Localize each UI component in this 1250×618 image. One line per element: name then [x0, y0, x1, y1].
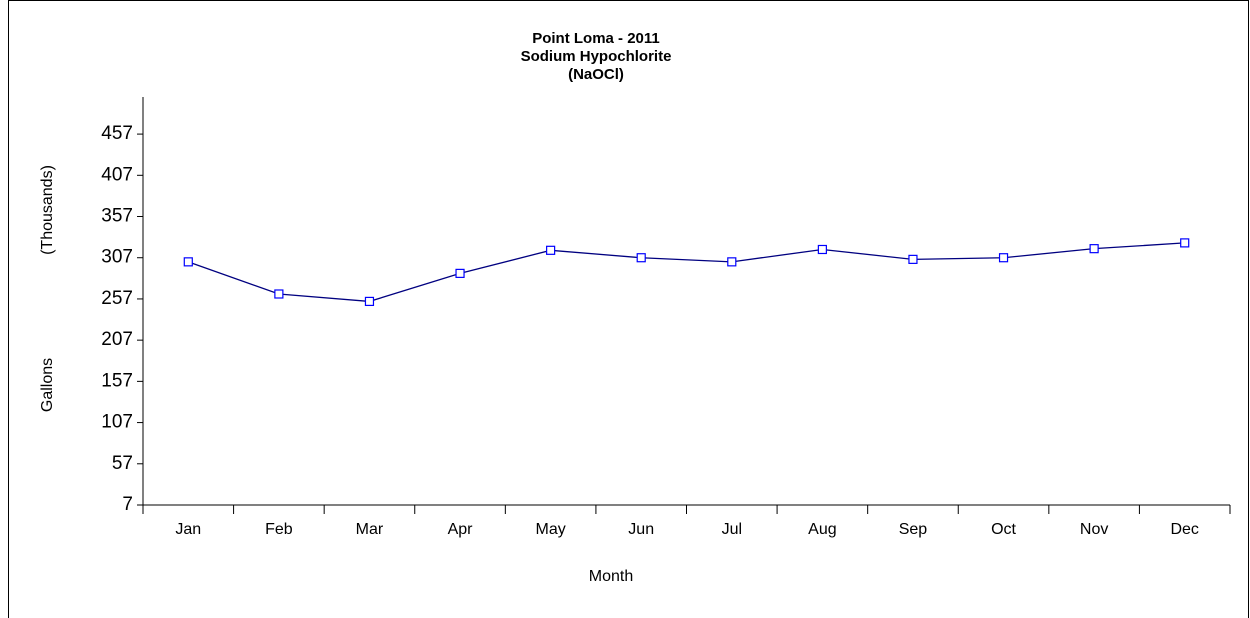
data-point [364, 296, 375, 307]
x-tick-label: Jul [722, 521, 742, 538]
chart-frame [8, 0, 1249, 618]
y-tick-label: 407 [101, 164, 133, 185]
y-axis-label: (Thousands) [39, 165, 56, 255]
y-tick-label: 307 [101, 247, 133, 268]
data-point [998, 253, 1009, 263]
y-tick-label: 257 [101, 288, 133, 309]
x-tick-label: Sep [899, 521, 928, 538]
x-tick-label: Jan [175, 521, 201, 538]
y-tick-label: 157 [101, 370, 133, 391]
x-tick-label: Apr [448, 521, 474, 538]
x-tick-label: Mar [356, 521, 384, 538]
x-tick-label: Jun [628, 521, 654, 538]
chart-title: Sodium Hypochlorite [521, 48, 672, 65]
x-tick-label: Oct [991, 521, 1016, 538]
chart-title: (NaOCl) [568, 66, 624, 83]
data-point [727, 257, 737, 267]
x-tick-label: Dec [1170, 521, 1198, 538]
chart-title: Point Loma - 2011 [532, 30, 660, 47]
data-point [1089, 244, 1099, 254]
data-point [183, 257, 193, 267]
x-tick-label: Feb [265, 521, 293, 538]
series-line [188, 242, 1185, 303]
data-point [274, 289, 284, 299]
data-point [636, 253, 646, 263]
y-tick-label: 107 [101, 412, 133, 433]
data-point [1180, 238, 1190, 248]
y-tick-label: 57 [112, 453, 133, 474]
data-point [908, 254, 918, 264]
y-tick-label: 357 [101, 206, 133, 227]
data-point [546, 245, 556, 255]
x-tick-label: Nov [1080, 521, 1108, 538]
y-tick-label: 207 [101, 329, 133, 350]
y-axis-label: Gallons [39, 358, 56, 412]
x-axis-label: Month [589, 568, 633, 585]
y-tick-label: 7 [122, 494, 133, 515]
x-tick-label: May [536, 521, 566, 538]
data-point [817, 244, 827, 255]
data-point [455, 268, 465, 278]
x-tick-label: Aug [808, 521, 836, 538]
y-tick-label: 457 [101, 123, 133, 144]
